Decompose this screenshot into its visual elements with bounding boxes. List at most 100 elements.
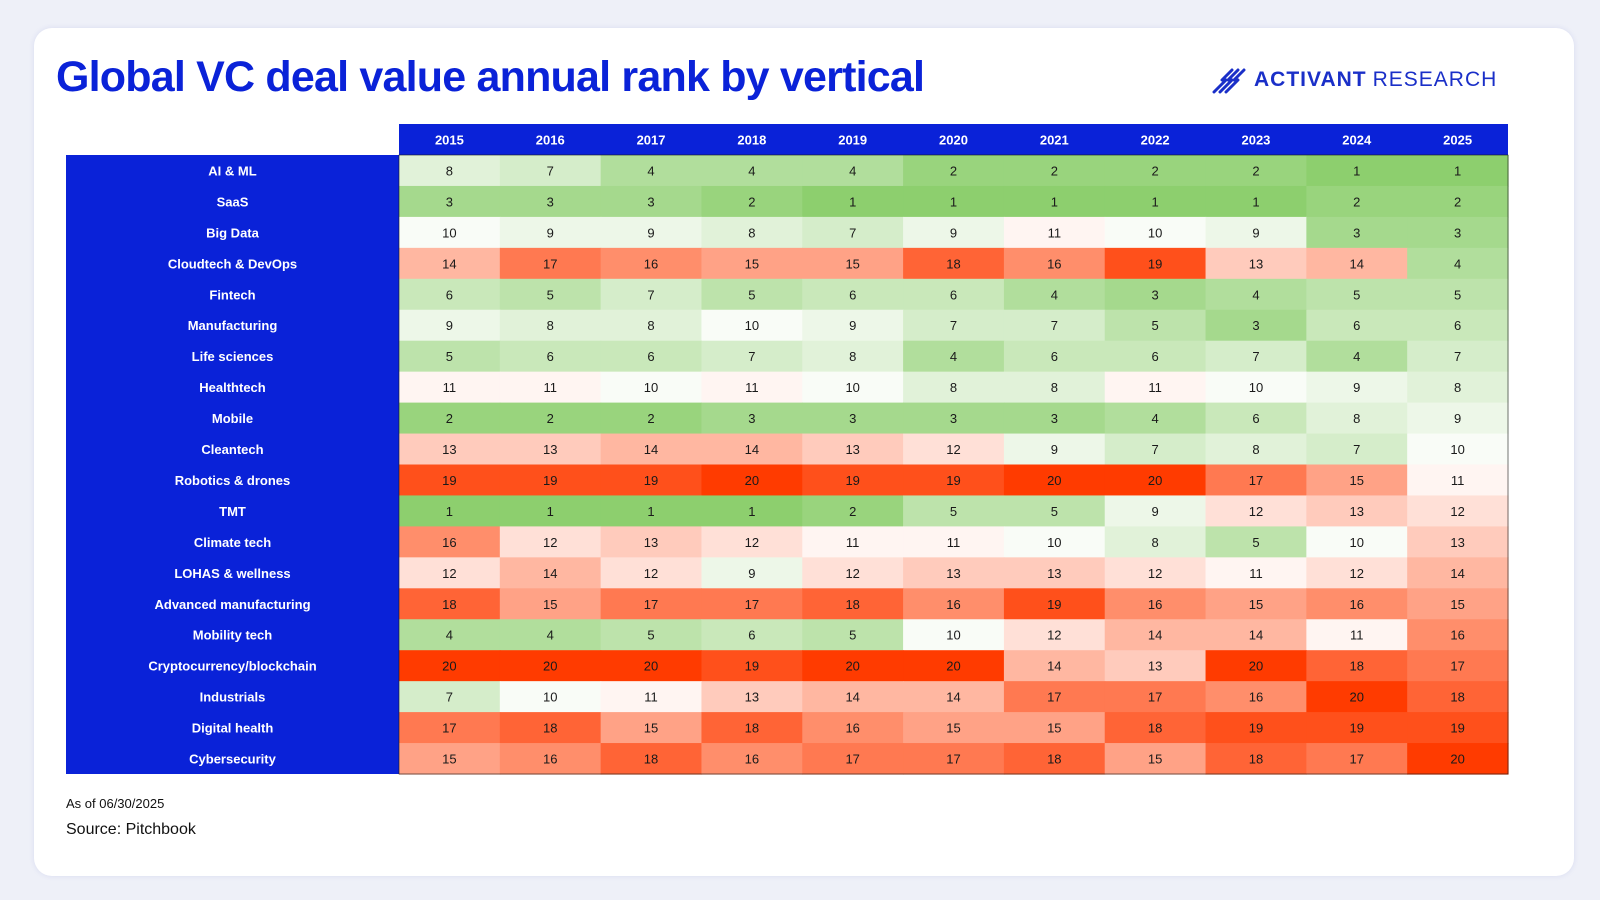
heatmap-cell	[802, 619, 904, 651]
cell-value: 10	[1047, 535, 1061, 550]
cell-value: 12	[845, 566, 859, 581]
heatmap-cell	[499, 216, 602, 249]
cell-value: 10	[543, 690, 557, 705]
heatmap-cell	[600, 588, 703, 620]
heatmap-cell	[1306, 371, 1408, 404]
heatmap-cell	[1104, 681, 1207, 713]
heatmap-cell	[399, 278, 501, 311]
cell-value: 12	[1148, 566, 1162, 581]
heatmap-cell	[1003, 155, 1106, 187]
cell-value: 5	[446, 349, 453, 364]
heatmap-cell	[1205, 433, 1307, 466]
cell-value: 15	[1249, 597, 1263, 612]
cell-value: 6	[1152, 349, 1159, 364]
row-label: Big Data	[206, 225, 260, 240]
column-header-2024: 2024	[1342, 133, 1372, 148]
cell-value: 2	[849, 504, 856, 519]
cell-value: 9	[446, 318, 453, 333]
cell-value: 2	[1152, 163, 1159, 178]
cell-value: 14	[543, 566, 557, 581]
cell-value: 9	[748, 566, 755, 581]
cell-value: 6	[849, 287, 856, 302]
cell-value: 18	[644, 752, 658, 767]
cell-value: 19	[1047, 597, 1061, 612]
heatmap-cell	[1003, 681, 1106, 713]
heatmap-cell	[903, 526, 1005, 558]
vertical-label-band	[66, 155, 399, 774]
heatmap-cell	[701, 216, 803, 249]
heatmap-cell	[903, 371, 1005, 404]
cell-value: 10	[745, 318, 759, 333]
cell-value: 5	[950, 504, 957, 519]
cell-value: 6	[1353, 318, 1360, 333]
cell-value: 10	[442, 225, 456, 240]
cell-value: 9	[950, 225, 957, 240]
row-label: Cloudtech & DevOps	[168, 256, 297, 271]
cell-value: 1	[647, 504, 654, 519]
cell-value: 7	[1152, 442, 1159, 457]
cell-value: 1	[950, 194, 957, 209]
heatmap-cell	[1306, 464, 1408, 497]
heatmap-cell	[802, 433, 904, 466]
heatmap-cell	[1205, 216, 1307, 249]
heatmap-cell	[600, 185, 703, 218]
cell-value: 6	[1252, 411, 1259, 426]
cell-value: 3	[1051, 411, 1058, 426]
cell-value: 6	[1051, 349, 1058, 364]
cell-value: 12	[1249, 504, 1263, 519]
cell-value: 11	[1148, 380, 1162, 395]
cell-value: 2	[1051, 163, 1058, 178]
cell-value: 14	[442, 256, 456, 271]
heatmap-cell	[701, 433, 803, 466]
cell-value: 9	[547, 225, 554, 240]
row-label: Cryptocurrency/blockchain	[148, 659, 316, 674]
cell-value: 16	[644, 256, 658, 271]
heatmap-cell	[1104, 247, 1207, 280]
cell-value: 4	[547, 628, 554, 643]
cell-value: 8	[446, 163, 453, 178]
heatmap-cell	[399, 402, 501, 435]
cell-value: 8	[1051, 380, 1058, 395]
cell-value: 15	[845, 256, 859, 271]
heatmap-cell	[802, 185, 904, 218]
heatmap-cell	[600, 650, 703, 682]
cell-value: 20	[644, 659, 658, 674]
heatmap-cell	[903, 309, 1005, 342]
cell-value: 2	[446, 411, 453, 426]
cell-value: 17	[1148, 690, 1162, 705]
heatmap-cell	[399, 650, 501, 682]
cell-value: 10	[1450, 442, 1464, 457]
heatmap-cell	[701, 185, 803, 218]
heatmap-cell	[1003, 526, 1106, 558]
cell-value: 19	[1249, 721, 1263, 736]
heatmap-cell	[1306, 650, 1408, 682]
cell-value: 20	[1047, 473, 1061, 488]
heatmap-cell	[903, 247, 1005, 280]
heatmap-cell	[1306, 185, 1408, 218]
heatmap-cell	[499, 743, 602, 775]
heatmap-cell	[1306, 619, 1408, 651]
heatmap-cell	[802, 743, 904, 775]
cell-value: 7	[446, 690, 453, 705]
heatmap-cell	[399, 216, 501, 249]
heatmap-cell	[1306, 495, 1408, 527]
heatmap-cell	[1205, 402, 1307, 435]
heatmap-cell	[399, 681, 501, 713]
cell-value: 4	[1353, 349, 1360, 364]
cell-value: 20	[1350, 690, 1364, 705]
cell-value: 13	[1148, 659, 1162, 674]
heatmap-cell	[1104, 743, 1207, 775]
heatmap-cell	[802, 216, 904, 249]
cell-value: 19	[644, 473, 658, 488]
cell-value: 13	[946, 566, 960, 581]
heatmap-cell	[600, 340, 703, 373]
heatmap-cell	[1407, 340, 1509, 373]
heatmap-cell	[1205, 526, 1307, 558]
row-label: AI & ML	[208, 163, 256, 178]
cell-value: 6	[950, 287, 957, 302]
heatmap-cell	[1407, 464, 1509, 497]
heatmap-cell	[802, 371, 904, 404]
row-label: Climate tech	[194, 535, 271, 550]
heatmap-cell	[802, 402, 904, 435]
cell-value: 6	[547, 349, 554, 364]
